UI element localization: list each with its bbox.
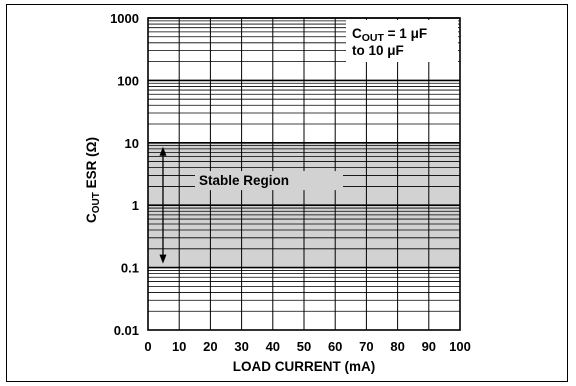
x-tick-label: 60 [328, 339, 342, 354]
y-tick-labels: 0.01 0.1 1 10 100 1000 [110, 11, 139, 338]
note-c-sub: OUT [362, 32, 385, 44]
chart-frame [6, 4, 568, 382]
x-tick-label: 30 [234, 339, 248, 354]
output-capacitance-note: COUT = 1 μF to 10 μF [346, 20, 458, 62]
x-tick-label: 70 [359, 339, 373, 354]
x-tick-label: 0 [144, 339, 151, 354]
y-tick-label: 10 [125, 136, 139, 151]
x-tick-label: 20 [203, 339, 217, 354]
x-tick-label: 10 [172, 339, 186, 354]
stable-region-label-background [195, 171, 343, 191]
note-line-2: to 10 μF [352, 43, 404, 58]
y-axis-title-main: C [84, 213, 99, 223]
x-axis-title: LOAD CURRENT (mA) [233, 359, 376, 374]
x-tick-label: 80 [390, 339, 404, 354]
x-tick-label: 90 [422, 339, 436, 354]
stable-region-label: Stable Region [199, 173, 289, 188]
note-c-main: C [352, 26, 362, 41]
note-line-1: COUT = 1 μF [352, 26, 427, 44]
arrow-head-down [159, 254, 167, 264]
y-tick-label: 1 [132, 198, 139, 213]
y-tick-label: 0.01 [114, 323, 139, 338]
y-tick-label: 1000 [110, 11, 139, 26]
x-tick-label: 100 [449, 339, 471, 354]
y-axis-title-rest: ESR (Ω) [84, 137, 99, 192]
stable-region-double-arrow [159, 146, 167, 264]
arrow-head-up [159, 146, 167, 156]
y-axis-title: COUT ESR (Ω) [84, 137, 102, 223]
y-axis-title-sub: OUT [91, 192, 102, 213]
y-tick-label: 100 [117, 73, 139, 88]
note-c-rest: = 1 μF [384, 26, 427, 41]
x-tick-labels: 0 10 20 30 40 50 60 70 80 90 100 [144, 339, 470, 354]
x-tick-label: 40 [266, 339, 280, 354]
y-tick-label: 0.1 [121, 261, 139, 276]
plot-area-border [147, 17, 461, 331]
x-tick-label: 50 [297, 339, 311, 354]
note-background [346, 20, 458, 62]
